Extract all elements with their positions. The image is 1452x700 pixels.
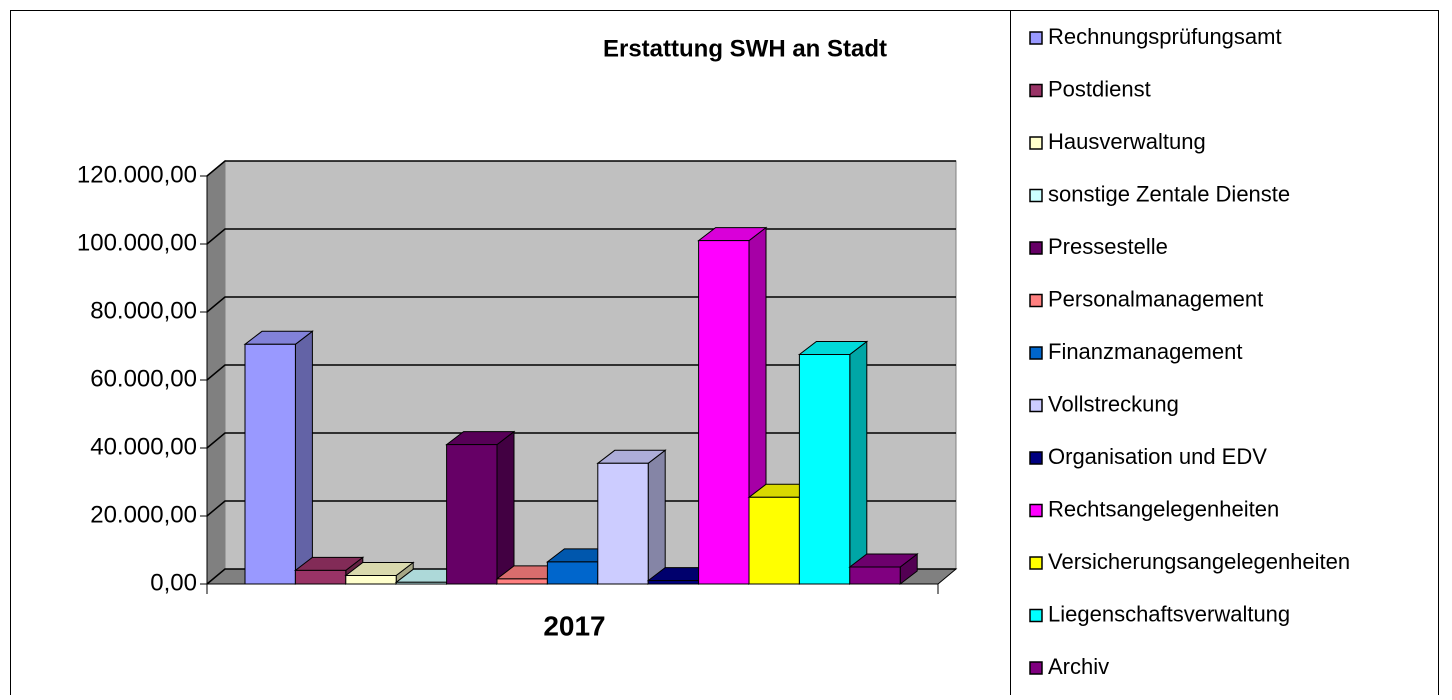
bar <box>698 240 750 585</box>
legend: Rechnungsprüfungsamt Postdienst Hausverwal… <box>1029 24 1350 679</box>
legend-swatch <box>1029 31 1043 45</box>
legend-label: Rechnungsprüfungsamt <box>1048 24 1282 49</box>
bar <box>798 354 851 585</box>
bar <box>395 581 448 585</box>
y-tick-label: 40.000,00 <box>90 433 197 460</box>
bar <box>496 578 548 585</box>
y-tick-label: 100.000,00 <box>77 229 197 256</box>
legend-swatch <box>1029 293 1043 308</box>
legend-swatch <box>1029 451 1043 465</box>
bar-side <box>849 340 868 586</box>
legend-label: Personalmanagement <box>1048 286 1263 311</box>
legend-swatch <box>1029 83 1043 98</box>
legend-swatch <box>1029 136 1043 150</box>
legend-label: Archiv <box>1048 654 1109 679</box>
grid-line <box>206 228 956 245</box>
y-tick-label: 120.000,00 <box>77 161 197 188</box>
grid-line <box>206 160 956 177</box>
legend-swatch <box>1029 608 1043 623</box>
bar-side <box>647 449 666 586</box>
legend-label: Organisation und EDV <box>1048 444 1267 469</box>
legend-label: Rechtsangelegenheiten <box>1048 496 1279 521</box>
bar <box>748 496 800 585</box>
bar <box>294 569 347 585</box>
legend-label: Vollstreckung <box>1048 391 1179 416</box>
bar <box>849 566 901 585</box>
legend-swatch <box>1029 188 1043 203</box>
plot: 0,00 20.000,00 40.000,00 60.000,00 80.000,00… <box>77 159 958 641</box>
legend-swatch <box>1029 503 1043 518</box>
y-tick-label: 80.000,00 <box>90 297 197 324</box>
legend-swatch <box>1029 556 1043 570</box>
legend-label: Pressestelle <box>1048 234 1168 259</box>
legend-swatch <box>1029 661 1043 675</box>
legend-label: Hausverwaltung <box>1048 129 1206 154</box>
y-tick-label: 20.000,00 <box>90 501 197 528</box>
bar <box>546 561 599 585</box>
bar <box>244 343 296 585</box>
legend-label: Finanzmanagement <box>1048 339 1242 364</box>
bar-side <box>294 330 313 586</box>
bar <box>597 462 649 585</box>
bar-side <box>496 430 515 586</box>
legend-swatch <box>1029 346 1043 360</box>
x-tick-label: 2017 <box>543 610 605 641</box>
chart-title: Erstattung SWH an Stadt <box>603 35 887 62</box>
legend-swatch <box>1029 241 1043 255</box>
bar <box>647 580 700 585</box>
bar <box>446 444 498 585</box>
legend-label: Liegenschaftsverwaltung <box>1048 601 1290 626</box>
y-tick-label: 60.000,00 <box>90 365 197 392</box>
legend-swatch <box>1029 398 1043 413</box>
legend-label: Postdienst <box>1048 76 1151 101</box>
bar <box>345 575 397 585</box>
y-tick-label: 0,00 <box>150 569 197 596</box>
legend-label: sonstige Zentale Dienste <box>1048 181 1290 206</box>
legend-label: Versicherungsangelegenheiten <box>1048 549 1350 574</box>
chart-border <box>10 10 1439 700</box>
